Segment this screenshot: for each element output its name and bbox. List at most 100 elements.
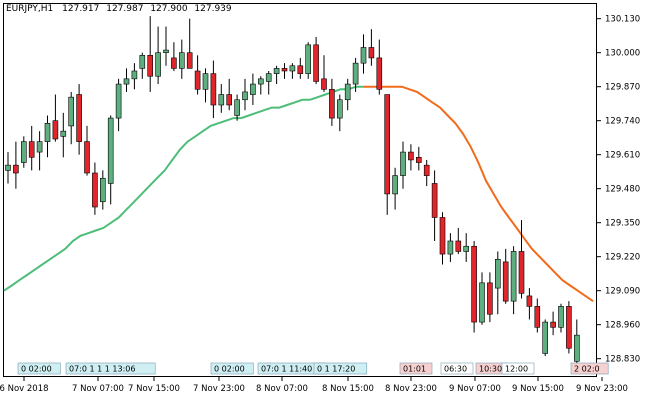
- candle-body: [202, 73, 209, 90]
- bullish-candle: [5, 152, 11, 184]
- moving-average-falling-line: [363, 85, 594, 303]
- price-tick-label: 128.960: [605, 321, 640, 331]
- candle-body: [376, 57, 383, 90]
- candle-body: [13, 164, 19, 174]
- time-tick-label: 7 Nov 07:00: [72, 384, 124, 394]
- bullish-candle: [115, 78, 122, 132]
- price-tick-label: 129.870: [605, 83, 640, 93]
- candle-body: [534, 306, 541, 328]
- candle-body: [447, 240, 454, 255]
- bullish-candle: [273, 65, 280, 85]
- bullish-candle: [242, 78, 248, 111]
- bullish-candle: [400, 141, 406, 189]
- candle-body: [186, 52, 193, 69]
- candle-body: [463, 245, 470, 252]
- bearish-candle: [313, 37, 319, 85]
- moving-average-rising-line: [3, 85, 364, 292]
- bearish-candle: [550, 311, 556, 336]
- price-tick-label: 129.220: [605, 253, 640, 263]
- event-marker-box: [440, 362, 474, 375]
- candle-body: [479, 282, 485, 323]
- bullish-candle: [265, 71, 272, 95]
- candle-body: [558, 306, 564, 328]
- price-tick-label: 129.090: [605, 287, 640, 297]
- bearish-candle: [13, 141, 19, 189]
- bearish-candle: [455, 227, 462, 255]
- candle-body: [123, 78, 130, 85]
- time-tick-label: 6 Nov 2018: [0, 384, 49, 394]
- candle-body: [250, 83, 256, 95]
- candle-body: [218, 94, 225, 106]
- bearish-candle: [226, 78, 232, 111]
- candle-body: [510, 251, 517, 302]
- candle-body: [139, 55, 146, 69]
- bearish-candle: [471, 241, 477, 333]
- event-marker-label: 01:01: [403, 365, 426, 374]
- event-marker-label: 12:00: [505, 365, 528, 374]
- bearish-candle: [147, 16, 153, 92]
- candle-body: [289, 65, 296, 72]
- bullish-candle: [20, 136, 27, 168]
- candle-body: [171, 57, 177, 69]
- close-value: 127.939: [194, 4, 231, 14]
- low-value: 127.900: [150, 4, 187, 14]
- bearish-candle: [423, 159, 430, 187]
- candle-body: [352, 62, 359, 85]
- time-tick-label: 7 Nov 15:00: [128, 384, 180, 394]
- bearish-candle: [518, 220, 525, 299]
- chart-frame: [3, 3, 597, 377]
- candle-body: [36, 141, 43, 153]
- candle-body: [257, 78, 264, 85]
- candle-body: [384, 94, 391, 195]
- bearish-candle: [84, 125, 90, 176]
- event-marker-label: 0 02:00: [21, 365, 52, 374]
- event-marker-box: [399, 362, 433, 375]
- candle-body: [44, 123, 51, 142]
- bullish-candle: [494, 251, 501, 315]
- bullish-candle: [163, 26, 169, 66]
- bearish-candle: [321, 55, 327, 92]
- bearish-candle: [368, 29, 375, 66]
- candle-body: [518, 251, 525, 294]
- bullish-candle: [447, 233, 454, 262]
- bullish-candle: [218, 84, 225, 113]
- bullish-candle: [542, 319, 549, 357]
- candle-body: [368, 47, 375, 59]
- bullish-candle: [344, 78, 351, 111]
- bullish-candle: [107, 115, 114, 205]
- bullish-candle: [131, 63, 138, 90]
- candle-body: [494, 259, 501, 289]
- bearish-candle: [384, 94, 391, 215]
- bullish-candle: [179, 39, 185, 79]
- candle-body: [526, 295, 533, 307]
- candle-body: [60, 130, 67, 137]
- bearish-candle: [297, 57, 304, 79]
- event-marker-label: 07:0 1 11:40: [261, 365, 312, 374]
- candle-body: [566, 306, 572, 349]
- time-tick-label: 8 Nov 15:00: [322, 384, 374, 394]
- bullish-candle: [139, 52, 146, 79]
- candle-body: [431, 183, 438, 218]
- bullish-candle: [352, 57, 359, 92]
- candle-body: [502, 261, 509, 302]
- candle-body: [336, 99, 343, 119]
- time-tick-label: 9 Nov 07:00: [449, 384, 501, 394]
- candle-body: [415, 157, 422, 163]
- bullish-candle: [558, 303, 564, 333]
- candle-body: [408, 151, 414, 161]
- candle-body: [297, 65, 304, 74]
- bearish-candle: [186, 18, 193, 69]
- bullish-candle: [100, 170, 106, 210]
- event-marker: 06:30: [440, 362, 474, 375]
- candle-body: [439, 217, 446, 255]
- candle-body: [392, 175, 398, 195]
- candle-body: [455, 240, 462, 252]
- bearish-candle: [329, 78, 335, 126]
- candle-body: [471, 245, 477, 323]
- event-marker: 0 02:00: [17, 362, 61, 375]
- candle-body: [242, 91, 248, 101]
- bearish-candle: [487, 272, 493, 323]
- candle-body: [226, 94, 232, 106]
